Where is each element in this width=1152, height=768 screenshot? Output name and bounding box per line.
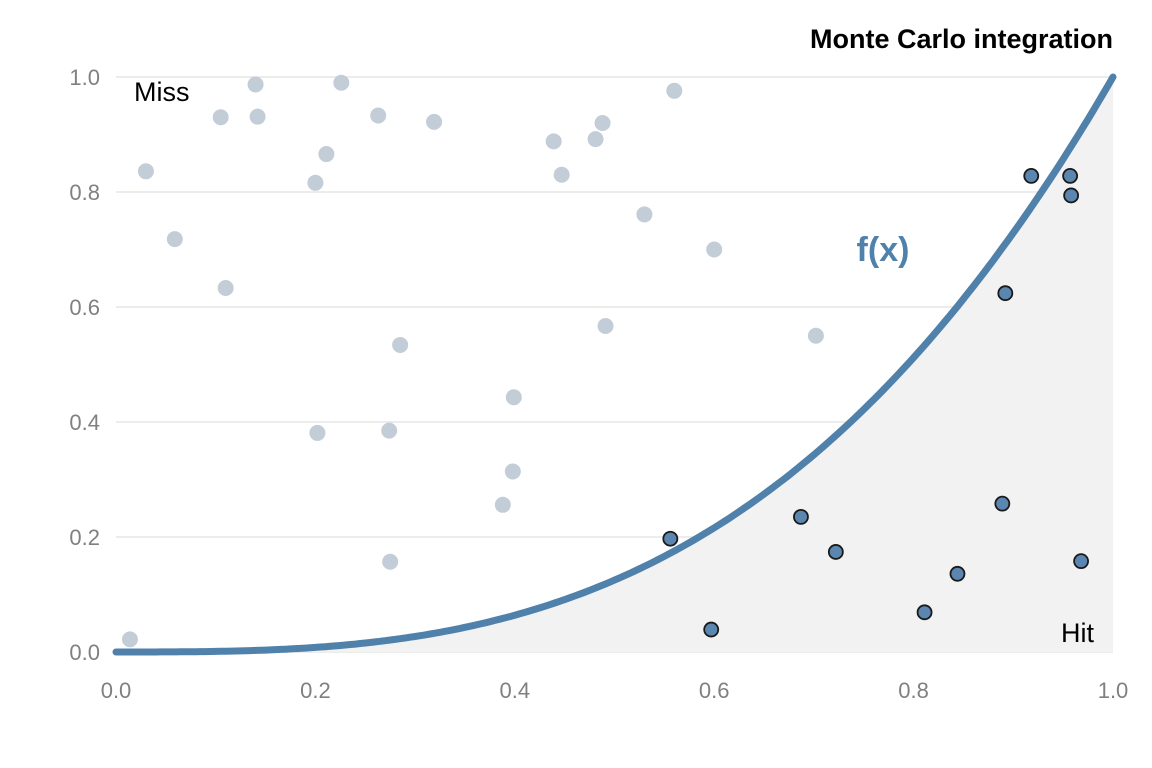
y-tick-label: 0.0 [69, 640, 100, 665]
hit-point [1073, 553, 1089, 570]
y-tick-label: 1.0 [69, 65, 100, 90]
miss-point [666, 82, 683, 99]
hit-label: Hit [1061, 618, 1094, 648]
miss-point [597, 317, 614, 334]
miss-point [426, 113, 443, 130]
hit-point [949, 565, 966, 582]
miss-point [553, 166, 570, 183]
miss-point [505, 389, 522, 406]
miss-points [121, 74, 824, 648]
miss-point [307, 174, 324, 191]
miss-label: Miss [134, 77, 190, 107]
curve-label: f(x) [857, 231, 910, 269]
x-tick-label: 0.2 [300, 678, 331, 703]
miss-point [381, 422, 398, 439]
miss-point [504, 463, 521, 480]
miss-point [309, 424, 326, 441]
miss-point [121, 631, 138, 648]
miss-point [636, 206, 653, 223]
miss-point [137, 163, 154, 180]
hit-point [997, 285, 1014, 302]
area-under-curve [116, 77, 1113, 652]
chart-title: Monte Carlo integration [810, 24, 1113, 54]
y-tick-label: 0.2 [69, 525, 100, 550]
hit-point [994, 495, 1011, 512]
miss-point [370, 107, 387, 124]
hit-point [1062, 167, 1079, 184]
miss-point [318, 146, 335, 163]
y-tick-label: 0.6 [69, 295, 100, 320]
hit-point [793, 508, 809, 525]
hit-point [1063, 187, 1080, 204]
miss-point [587, 131, 604, 148]
hit-point [1023, 167, 1040, 184]
miss-point [249, 108, 266, 125]
miss-point [212, 109, 229, 126]
miss-point [706, 241, 723, 258]
x-tick-label: 0.4 [500, 678, 531, 703]
miss-point [545, 133, 562, 150]
hit-point [662, 530, 679, 547]
miss-point [247, 76, 264, 93]
miss-point [494, 496, 511, 513]
hit-point [916, 604, 933, 621]
miss-point [807, 327, 824, 344]
hit-points [662, 167, 1089, 638]
hit-point [827, 544, 844, 560]
y-tick-label: 0.8 [69, 180, 100, 205]
miss-point [392, 336, 409, 353]
y-axis-ticks: 0.0 0.2 0.4 0.6 0.8 1.0 [69, 65, 100, 665]
miss-point [217, 280, 234, 297]
x-tick-label: 0.8 [898, 678, 929, 703]
miss-point [382, 553, 399, 570]
function-curve [112, 73, 1117, 656]
x-axis-ticks: 0.0 0.2 0.4 0.6 0.8 1.0 [101, 678, 1129, 703]
miss-point [166, 231, 183, 248]
y-tick-label: 0.4 [69, 410, 100, 435]
x-tick-label: 0.6 [699, 678, 730, 703]
miss-point [333, 74, 350, 91]
x-tick-label: 0.0 [101, 678, 132, 703]
miss-point [594, 115, 611, 131]
x-tick-label: 1.0 [1098, 678, 1129, 703]
hit-point [703, 621, 720, 638]
